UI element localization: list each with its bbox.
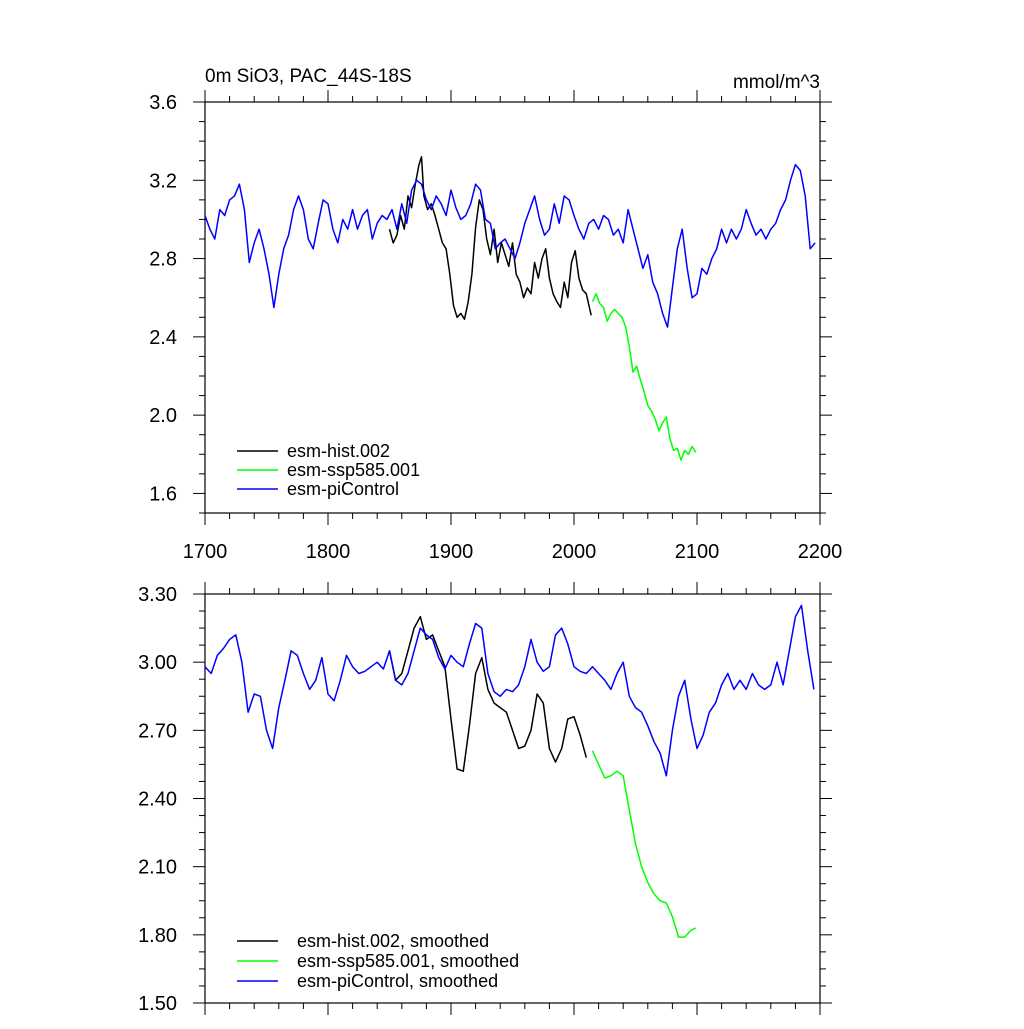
y-tick-label: 3.00	[138, 652, 177, 674]
series-line-esm-hist-002	[388, 156, 592, 320]
y-tick-label: 2.0	[149, 405, 177, 427]
y-tick-label: 1.6	[149, 483, 177, 505]
x-tick-label: 2100	[675, 541, 720, 563]
top-panel: 1700 1800 1900 2000 2100 2200 1.6 2.0 2.4 2.8 3.2 3…	[149, 66, 842, 563]
x-tick-label: 2200	[798, 541, 843, 563]
legend-label: esm-hist.002	[287, 441, 390, 461]
legend-label: esm-piControl	[287, 479, 399, 499]
x-tick-label: 1700	[183, 541, 228, 563]
y-tick-label: 2.4	[149, 327, 177, 349]
series-line-esm-picontrol-smoothed	[204, 604, 815, 777]
y-tick-label: 3.6	[149, 92, 177, 114]
y-tick-label: 2.10	[138, 857, 177, 879]
units-label: mmol/m^3	[733, 72, 820, 93]
legend-label: esm-hist.002, smoothed	[297, 931, 489, 951]
y-tick-label: 2.70	[138, 720, 177, 742]
y-tick-label: 3.30	[138, 584, 177, 606]
legend-label: esm-ssp585.001	[287, 460, 420, 480]
y-tick-label: 2.8	[149, 249, 177, 271]
x-tick-label: 2000	[552, 541, 597, 563]
series-line-esm-hist-002-smoothed	[388, 615, 588, 772]
series-line-esm-picontrol	[204, 163, 816, 328]
bottom-panel: 1.50 1.80 2.10 2.40 2.70 3.00 3.30 esm-hist.002…	[138, 582, 832, 1015]
series-line-esm-ssp585-001	[591, 293, 697, 461]
legend-label: esm-piControl, smoothed	[297, 971, 498, 991]
y-tick-label: 1.80	[138, 925, 177, 947]
chart-title: 0m SiO3, PAC_44S-18S	[205, 66, 412, 87]
y-tick-label: 3.2	[149, 170, 177, 192]
x-tick-label: 1800	[306, 541, 351, 563]
series-line-esm-ssp585-001-smoothed	[591, 750, 697, 938]
plot-frame	[204, 101, 821, 514]
y-tick-label: 2.40	[138, 789, 177, 811]
x-tick-label: 1900	[429, 541, 474, 563]
legend-label: esm-ssp585.001, smoothed	[297, 951, 519, 971]
y-tick-label: 1.50	[138, 993, 177, 1015]
